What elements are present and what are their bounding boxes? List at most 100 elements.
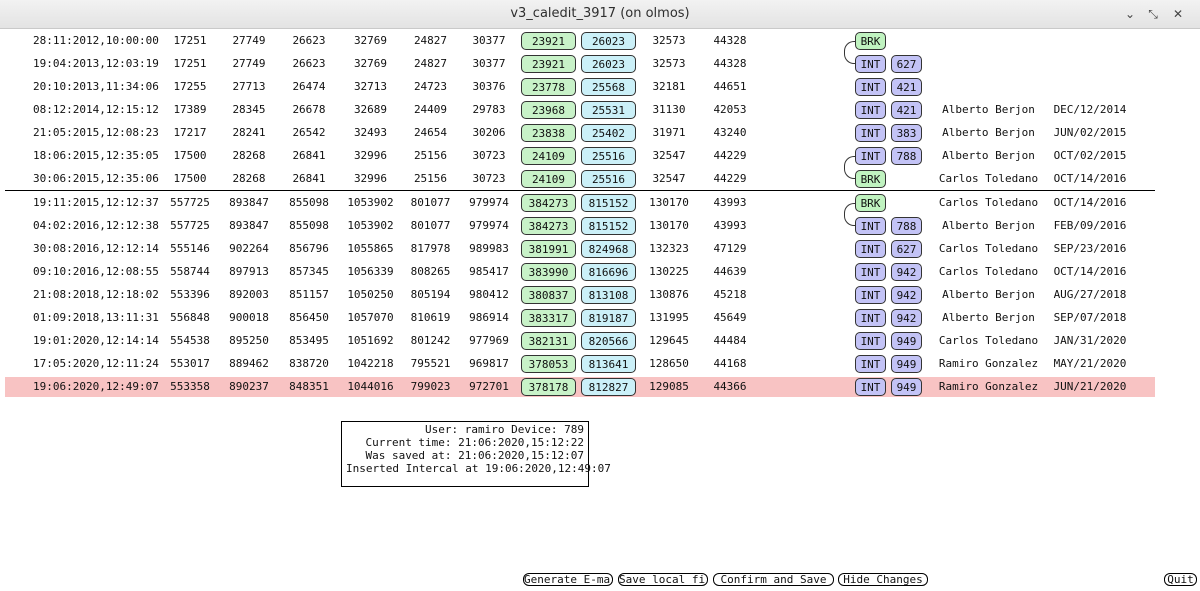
brk-tag[interactable]: BRK	[855, 194, 886, 212]
int-tag[interactable]: INT	[855, 55, 886, 73]
int-tag[interactable]: INT	[855, 355, 886, 373]
int-tag[interactable]: INT	[855, 78, 886, 96]
intercal-number-tag[interactable]: 627	[891, 55, 922, 73]
int-tag[interactable]: INT	[855, 147, 886, 165]
int-tag[interactable]: INT	[855, 124, 886, 142]
table-row[interactable]: 20:10:2013,11:34:06 17255 27713 26474 32713 2…	[0, 77, 1200, 97]
generate-email-button[interactable]: Generate E-mail	[523, 573, 613, 586]
editable-blue-value[interactable]: 815152	[581, 217, 636, 235]
row-value-v7: 129085	[649, 380, 689, 393]
confirm-and-save-button[interactable]: Confirm and Save	[713, 573, 834, 586]
editable-green-value[interactable]: 23921	[521, 55, 576, 73]
editable-blue-value[interactable]: 824968	[581, 240, 636, 258]
editable-blue-value[interactable]: 25568	[581, 78, 636, 96]
table-row[interactable]: 30:08:2016,12:12:14 555146 902264 856796 105…	[0, 239, 1200, 259]
close-icon[interactable]: ✕	[1172, 7, 1184, 21]
editable-green-value[interactable]: 384273	[521, 217, 576, 235]
table-row[interactable]: 08:12:2014,12:15:12 17389 28345 26678 32689 2…	[0, 100, 1200, 120]
table-row[interactable]: 30:06:2015,12:35:06 17500 28268 26841 32996 2…	[0, 169, 1200, 189]
editable-green-value[interactable]: 23838	[521, 124, 576, 142]
intercal-number-tag[interactable]: 788	[891, 217, 922, 235]
table-row[interactable]: 19:01:2020,12:14:14 554538 895250 853495 105…	[0, 331, 1200, 351]
editable-green-value[interactable]: 23778	[521, 78, 576, 96]
intercal-number-tag[interactable]: 942	[891, 263, 922, 281]
row-value-v5: 805194	[410, 288, 451, 301]
editable-green-value[interactable]: 383317	[521, 309, 576, 327]
row-value-v5: 808265	[410, 265, 451, 278]
editable-green-value[interactable]: 23921	[521, 32, 576, 50]
table-row[interactable]: 09:10:2016,12:08:55 558744 897913 857345 105…	[0, 262, 1200, 282]
editable-blue-value[interactable]: 26023	[581, 32, 636, 50]
row-user: Alberto Berjon	[942, 311, 1035, 324]
title-bar[interactable]: v3_caledit_3917 (on olmos) ⌄ ⤡ ✕	[0, 0, 1200, 29]
table-row[interactable]: 01:09:2018,13:11:31 556848 900018 856450 105…	[0, 308, 1200, 328]
editable-blue-value[interactable]: 820566	[581, 332, 636, 350]
table-row[interactable]: 19:06:2020,12:49:07 553358 890237 848351 104…	[0, 377, 1200, 397]
row-value-v4: 32996	[353, 172, 388, 185]
intercal-number-tag[interactable]: 788	[891, 147, 922, 165]
table-row[interactable]: 21:05:2015,12:08:23 17217 28241 26542 32493 2…	[0, 123, 1200, 143]
editable-green-value[interactable]: 381991	[521, 240, 576, 258]
intercal-number-tag[interactable]: 383	[891, 124, 922, 142]
editable-green-value[interactable]: 382131	[521, 332, 576, 350]
int-tag[interactable]: INT	[855, 332, 886, 350]
editable-blue-value[interactable]: 25516	[581, 147, 636, 165]
brk-tag[interactable]: BRK	[855, 170, 886, 188]
brk-tag[interactable]: BRK	[855, 32, 886, 50]
row-user-date: OCT/02/2015	[1053, 149, 1127, 162]
minimize-icon[interactable]: ⌄	[1124, 7, 1136, 21]
editable-green-value[interactable]: 24109	[521, 147, 576, 165]
table-row[interactable]: 19:04:2013,12:03:19 17251 27749 26623 32769 2…	[0, 54, 1200, 74]
int-tag[interactable]: INT	[855, 240, 886, 258]
editable-blue-value[interactable]: 25516	[581, 170, 636, 188]
editable-green-value[interactable]: 24109	[521, 170, 576, 188]
maximize-icon[interactable]: ⤡	[1148, 7, 1158, 21]
editable-green-value[interactable]: 378178	[521, 378, 576, 396]
row-user: Alberto Berjon	[942, 126, 1035, 139]
intercal-number-tag[interactable]: 942	[891, 286, 922, 304]
intercal-number-tag[interactable]: 949	[891, 332, 922, 350]
editable-blue-value[interactable]: 815152	[581, 194, 636, 212]
row-user-date: FEB/09/2016	[1053, 219, 1127, 232]
intercal-number-tag[interactable]: 942	[891, 309, 922, 327]
editable-green-value[interactable]: 23968	[521, 101, 576, 119]
editable-blue-value[interactable]: 813641	[581, 355, 636, 373]
row-user	[935, 54, 1042, 74]
int-tag[interactable]: INT	[855, 263, 886, 281]
editable-green-value[interactable]: 378053	[521, 355, 576, 373]
int-tag[interactable]: INT	[855, 286, 886, 304]
editable-blue-value[interactable]: 25402	[581, 124, 636, 142]
quit-button[interactable]: Quit	[1164, 573, 1197, 586]
save-local-file-button[interactable]: Save local file	[618, 573, 708, 586]
editable-blue-value[interactable]: 819187	[581, 309, 636, 327]
int-tag[interactable]: INT	[855, 309, 886, 327]
intercal-number-tag[interactable]: 949	[891, 378, 922, 396]
intercal-number-tag[interactable]: 421	[891, 101, 922, 119]
intercal-number-tag[interactable]: 627	[891, 240, 922, 258]
int-tag[interactable]: INT	[855, 101, 886, 119]
editable-blue-value[interactable]: 816696	[581, 263, 636, 281]
table-row[interactable]: 04:02:2016,12:12:38 557725 893847 855098 105…	[0, 216, 1200, 236]
intercal-number-tag[interactable]: 421	[891, 78, 922, 96]
editable-green-value[interactable]: 384273	[521, 194, 576, 212]
row-value-v5: 801077	[410, 219, 451, 232]
int-tag[interactable]: INT	[855, 378, 886, 396]
editable-blue-value[interactable]: 812827	[581, 378, 636, 396]
editable-green-value[interactable]: 383990	[521, 263, 576, 281]
table-row[interactable]: 18:06:2015,12:35:05 17500 28268 26841 32996 2…	[0, 146, 1200, 166]
table-row[interactable]: 21:08:2018,12:18:02 553396 892003 851157 105…	[0, 285, 1200, 305]
hide-changes-button[interactable]: Hide Changes	[838, 573, 928, 586]
intercal-number-tag[interactable]: 949	[891, 355, 922, 373]
int-tag[interactable]: INT	[855, 217, 886, 235]
row-value-v5: 25156	[413, 172, 448, 185]
editable-blue-value[interactable]: 813108	[581, 286, 636, 304]
table-row[interactable]: 17:05:2020,12:11:24 553017 889462 838720 104…	[0, 354, 1200, 374]
table-row[interactable]: 19:11:2015,12:12:37 557725 893847 855098 105…	[0, 193, 1200, 213]
row-value-v6: 29783	[472, 103, 506, 116]
editable-blue-value[interactable]: 25531	[581, 101, 636, 119]
row-timestamp: 19:01:2020,12:14:14	[33, 334, 159, 347]
editable-green-value[interactable]: 380837	[521, 286, 576, 304]
editable-blue-value[interactable]: 26023	[581, 55, 636, 73]
row-value-v2: 27749	[232, 57, 266, 70]
table-row[interactable]: 28:11:2012,10:00:00 17251 27749 26623 32769 2…	[0, 31, 1200, 51]
